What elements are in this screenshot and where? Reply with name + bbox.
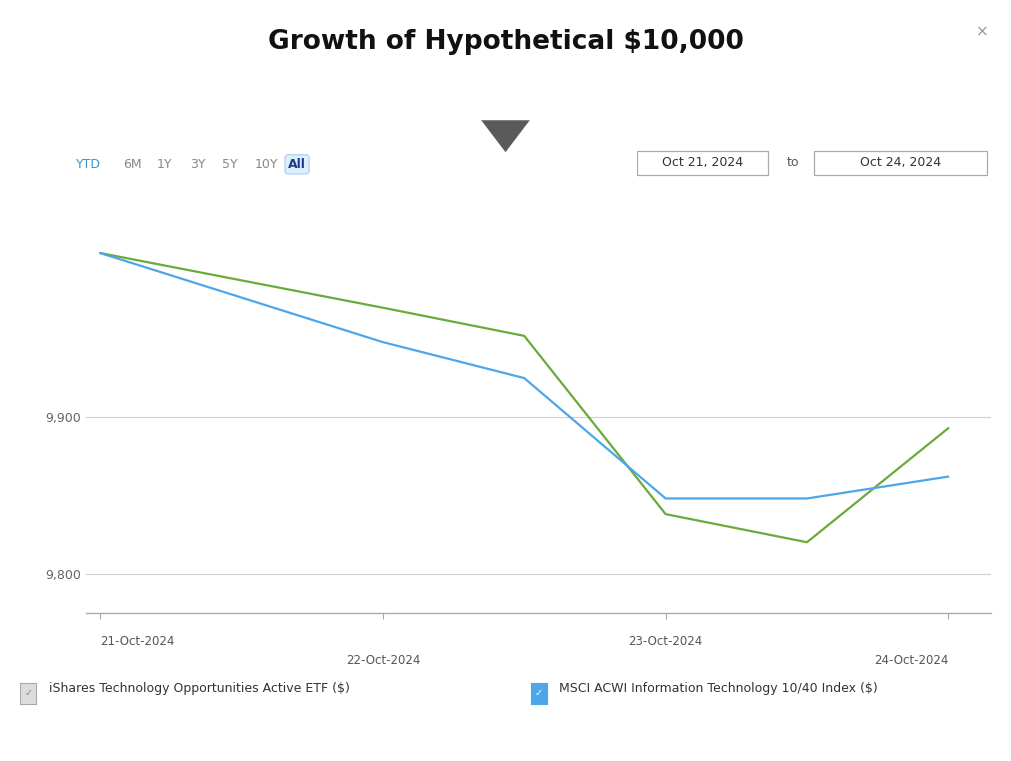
- Text: 6M: 6M: [123, 158, 142, 171]
- Text: 3Y: 3Y: [190, 158, 205, 171]
- Text: MSCI ACWI Information Technology 10/40 Index ($): MSCI ACWI Information Technology 10/40 I…: [559, 682, 878, 696]
- Text: ✓: ✓: [535, 688, 543, 699]
- Text: YTD: YTD: [76, 158, 101, 171]
- Text: 23-Oct-2024: 23-Oct-2024: [629, 635, 703, 648]
- Text: iShares Technology Opportunities Active ETF ($): iShares Technology Opportunities Active …: [49, 682, 350, 696]
- Text: Oct 24, 2024: Oct 24, 2024: [860, 156, 941, 170]
- Text: 10Y: 10Y: [255, 158, 278, 171]
- Text: Growth of Hypothetical $10,000: Growth of Hypothetical $10,000: [268, 29, 743, 55]
- Text: ✓: ✓: [24, 688, 32, 699]
- Text: 5Y: 5Y: [222, 158, 238, 171]
- Polygon shape: [481, 120, 530, 152]
- FancyBboxPatch shape: [637, 151, 767, 175]
- Text: Growth of Hypothetical $10,000: Growth of Hypothetical $10,000: [388, 91, 623, 106]
- FancyBboxPatch shape: [814, 151, 987, 175]
- Text: 24-Oct-2024: 24-Oct-2024: [874, 654, 948, 667]
- Text: to: to: [787, 156, 799, 170]
- Text: All: All: [288, 158, 306, 171]
- Text: 22-Oct-2024: 22-Oct-2024: [346, 654, 420, 667]
- Text: Oct 21, 2024: Oct 21, 2024: [662, 156, 743, 170]
- Text: 1Y: 1Y: [157, 158, 172, 171]
- Text: ×: ×: [976, 24, 989, 40]
- Text: 21-Oct-2024: 21-Oct-2024: [100, 635, 175, 648]
